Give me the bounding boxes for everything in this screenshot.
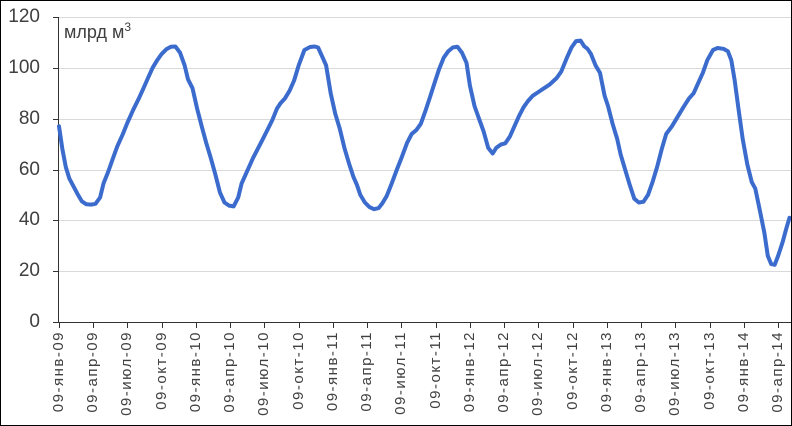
x-axis-tick-label: 09-июл-13	[666, 331, 683, 416]
y-axis-tick-label: 40	[18, 209, 40, 230]
x-axis-tick-label: 09-апр-10	[221, 331, 238, 413]
x-axis-tick-label: 09-янв-11	[324, 331, 341, 412]
x-axis-tick-label: 09-июл-09	[118, 331, 135, 416]
x-axis-tick-label: 09-апр-14	[769, 331, 786, 413]
x-axis-tick-label: 09-янв-10	[187, 331, 204, 413]
x-axis-tick-label: 09-окт-11	[427, 331, 444, 409]
x-axis-tick-label: 09-апр-13	[632, 331, 649, 413]
x-axis-tick-label: 09-апр-12	[495, 331, 512, 413]
x-axis-tick-label: 09-янв-09	[50, 331, 67, 413]
data-series-line	[57, 38, 792, 267]
x-axis-tick-label: 09-окт-09	[153, 331, 170, 410]
x-axis-tick-label: 09-окт-13	[701, 331, 718, 410]
x-axis-tick-label: 09-янв-14	[735, 331, 752, 413]
unit-label: млрд м3	[64, 20, 131, 43]
x-axis-tick-label: 09-окт-10	[290, 331, 307, 410]
x-axis-tick-label: 09-июл-10	[255, 331, 272, 416]
y-axis-tick-label: 100	[8, 57, 40, 78]
x-axis-tick-label: 09-янв-13	[598, 331, 615, 413]
x-axis-tick-label: 09-июл-11	[392, 331, 409, 415]
y-axis-tick-label: 20	[18, 260, 40, 281]
x-axis-tick-label: 09-янв-12	[461, 331, 478, 413]
x-axis-tick-label: 09-апр-11	[358, 331, 375, 412]
y-axis-tick-label: 60	[18, 159, 40, 180]
y-axis-tick-label: 0	[29, 311, 40, 332]
x-axis-tick-label: 09-июл-12	[529, 331, 546, 416]
x-axis-tick-label: 09-апр-09	[84, 331, 101, 413]
y-axis-tick-label: 120	[8, 6, 40, 27]
y-axis-tick-label: 80	[18, 108, 40, 129]
x-axis-tick-label: 09-окт-12	[564, 331, 581, 410]
unit-superscript: 3	[124, 20, 132, 34]
unit-text: млрд м	[64, 22, 125, 42]
